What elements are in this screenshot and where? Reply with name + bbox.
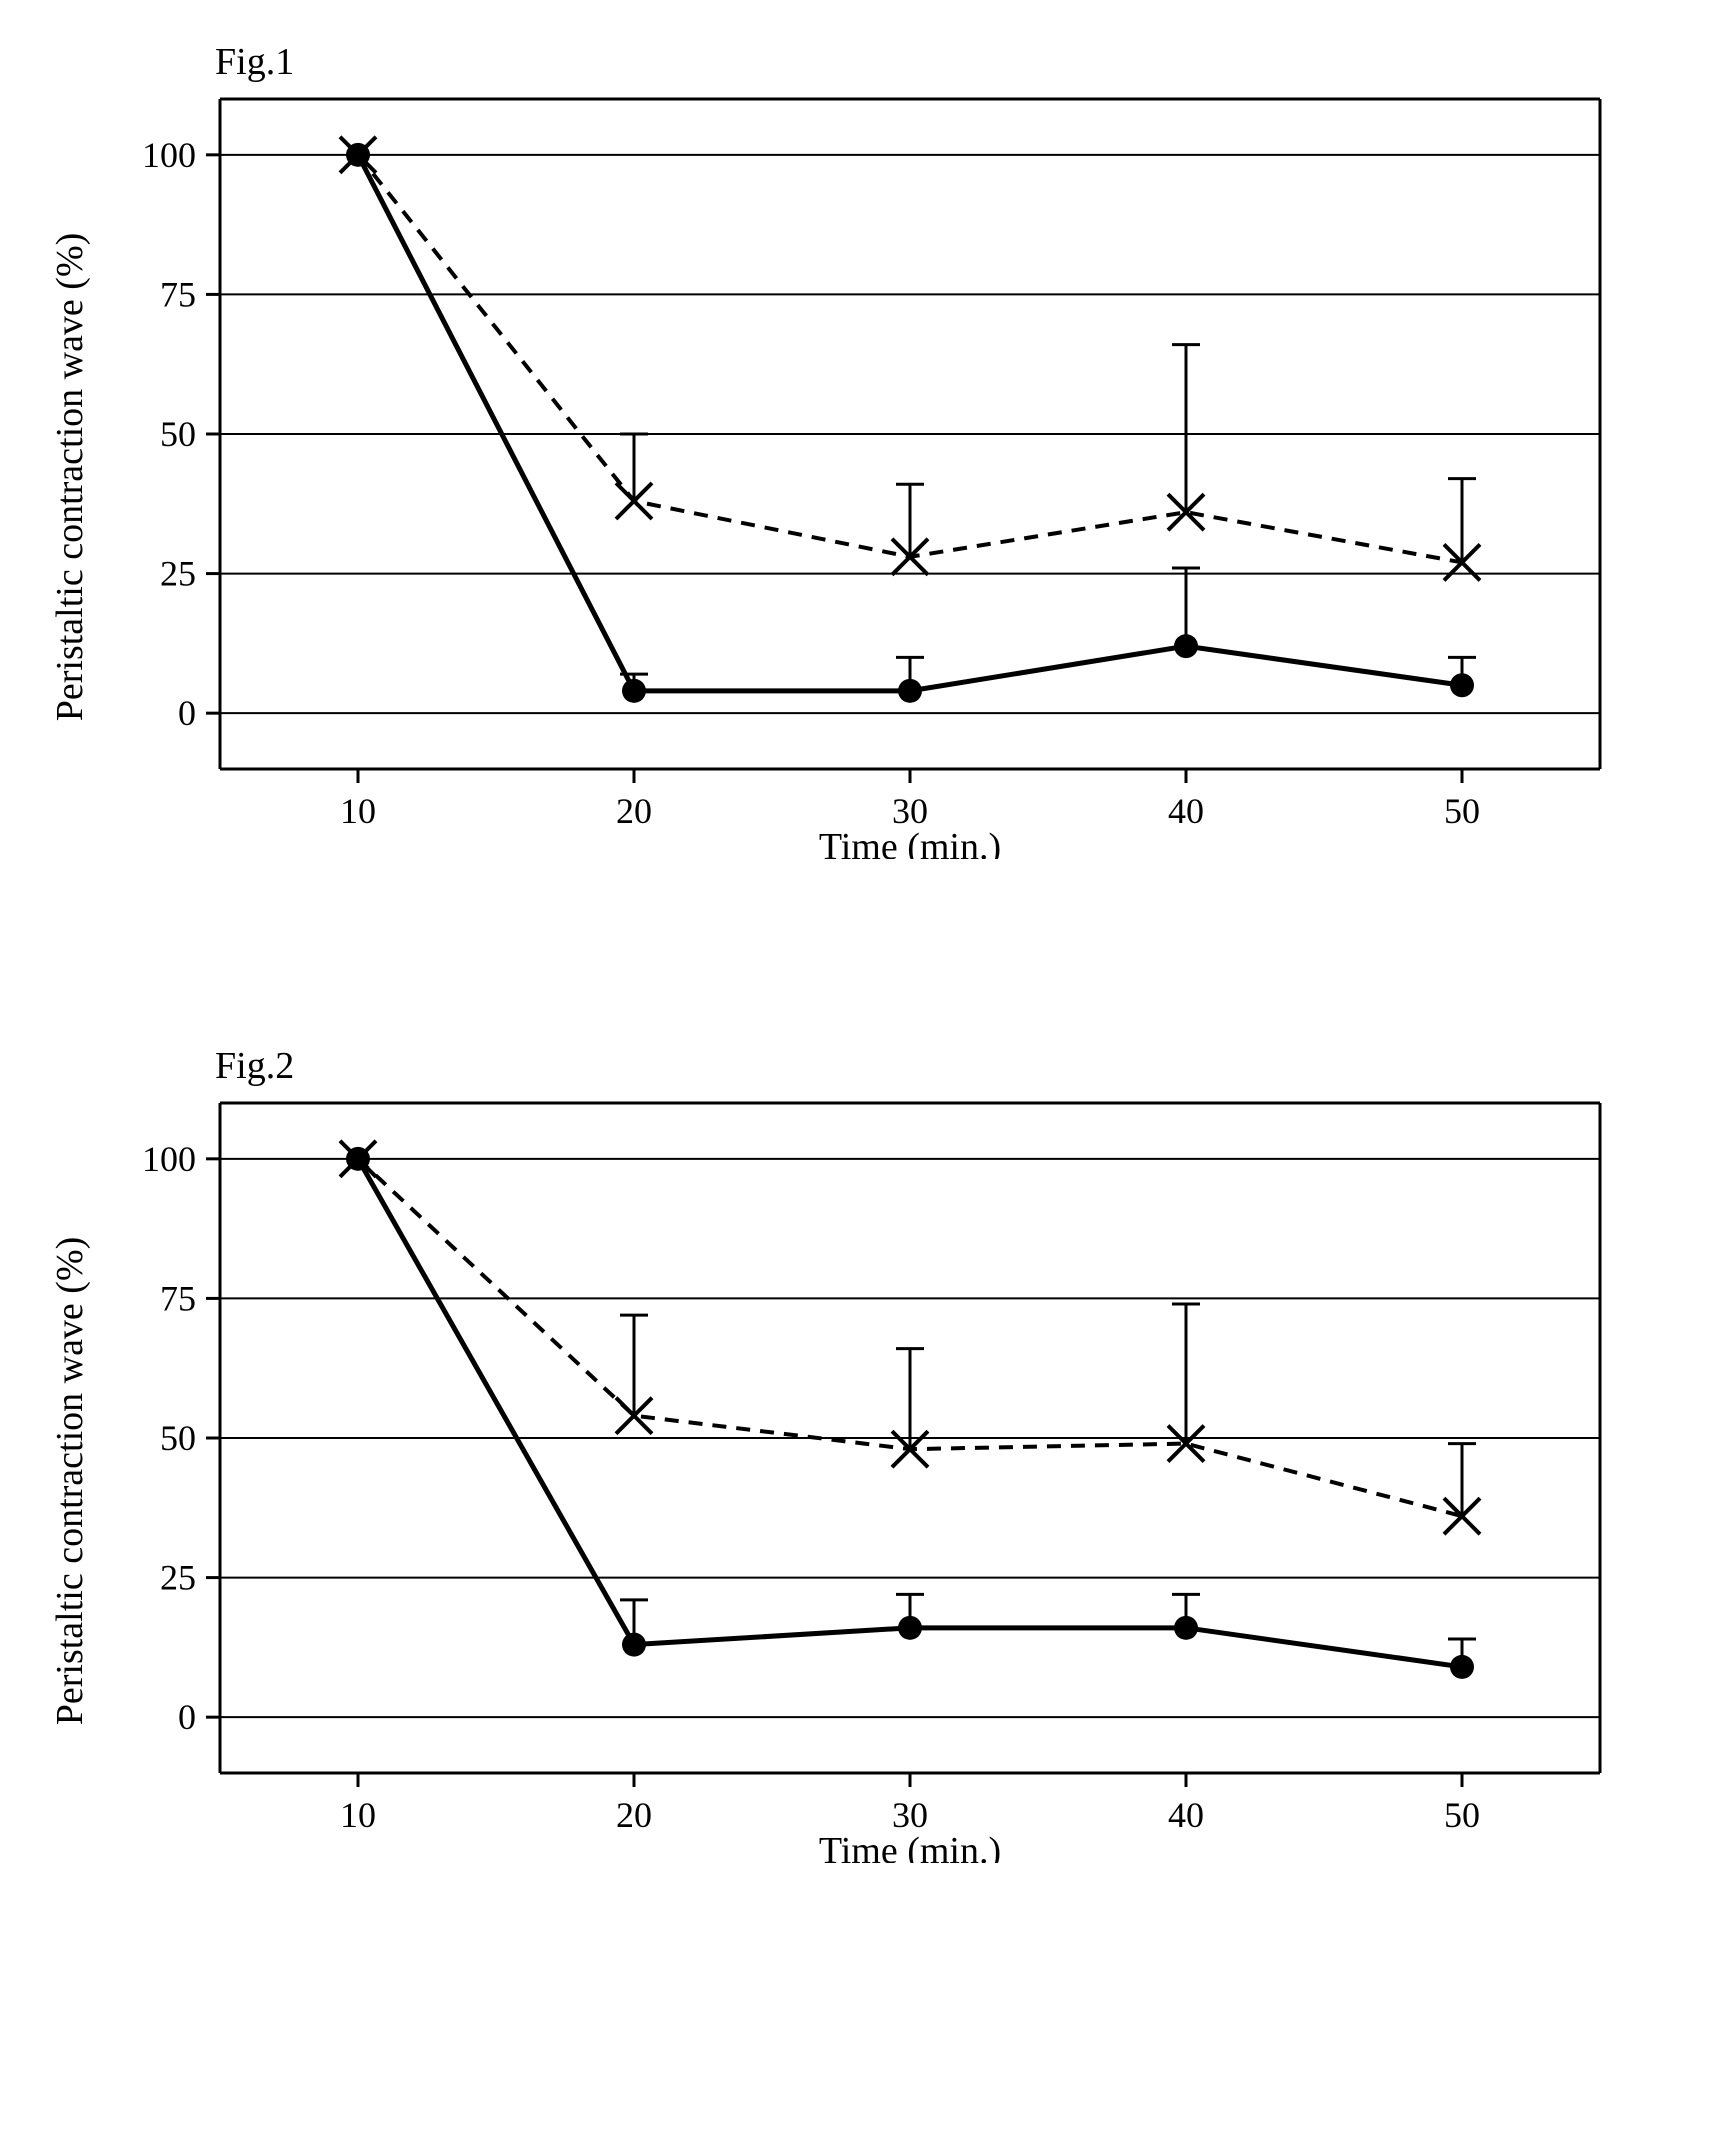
series-line-dashed-x [358,1159,1462,1516]
series-line-solid-circle [358,155,1462,691]
x-tick-label: 50 [1444,1795,1480,1835]
x-axis-label: Time (min.) [819,1830,1001,1863]
marker-circle [1174,634,1198,658]
marker-circle [898,679,922,703]
chart-wrapper: Peristaltic contraction wave (%) 1020304… [120,89,1689,864]
x-tick-label: 20 [616,791,652,831]
marker-circle [346,1147,370,1171]
x-tick-label: 20 [616,1795,652,1835]
x-tick-label: 10 [340,1795,376,1835]
y-tick-label: 25 [160,1558,196,1598]
x-tick-label: 10 [340,791,376,831]
x-tick-label: 40 [1168,791,1204,831]
x-tick-label: 50 [1444,791,1480,831]
figure-2: Fig.2 Peristaltic contraction wave (%) 1… [40,1044,1689,1868]
y-tick-label: 100 [142,135,196,175]
marker-circle [1450,1655,1474,1679]
y-axis-label: Peristaltic contraction wave (%) [48,232,92,721]
chart-svg: 10 20 30 40 50 0 25 50 75 100 Time (min.) [120,1093,1620,1863]
chart-svg: 10 20 30 40 50 0 25 50 75 100 Time (min.) [120,89,1620,859]
marker-circle [1450,673,1474,697]
figure-1: Fig.1 Peristaltic contraction wave (%) 1… [40,40,1689,864]
y-tick-label: 100 [142,1139,196,1179]
y-tick-label: 25 [160,554,196,594]
y-tick-label: 0 [178,693,196,733]
chart-wrapper: Peristaltic contraction wave (%) 1020304… [120,1093,1689,1868]
figure-label: Fig.2 [215,1044,1689,1088]
marker-circle [346,143,370,167]
y-tick-label: 0 [178,1697,196,1737]
figure-label: Fig.1 [215,40,1689,84]
marker-circle [898,1616,922,1640]
x-tick-label: 40 [1168,1795,1204,1835]
y-tick-label: 50 [160,1418,196,1458]
marker-circle [622,1633,646,1657]
x-tick-label: 30 [892,791,928,831]
y-axis-label: Peristaltic contraction wave (%) [48,1236,92,1725]
marker-circle [622,679,646,703]
x-axis-label: Time (min.) [819,826,1001,859]
x-tick-label: 30 [892,1795,928,1835]
marker-circle [1174,1616,1198,1640]
y-tick-label: 75 [160,274,196,314]
y-tick-label: 50 [160,414,196,454]
y-tick-label: 75 [160,1278,196,1318]
